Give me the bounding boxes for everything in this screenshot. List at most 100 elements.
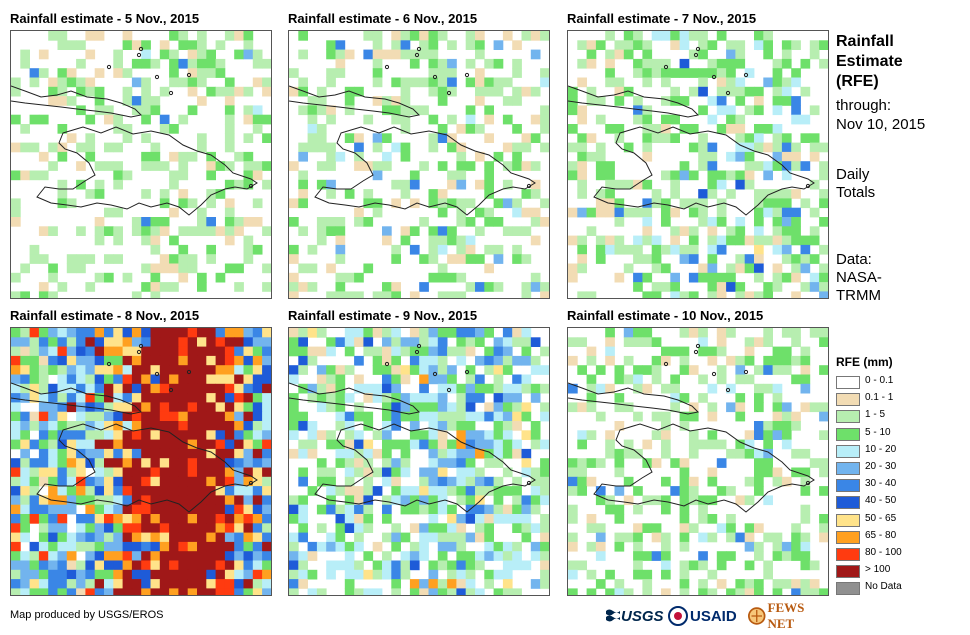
rainfall-cell — [456, 337, 467, 347]
rainfall-cell — [197, 226, 207, 236]
rainfall-cell — [735, 142, 746, 153]
rainfall-cell — [400, 569, 411, 580]
rainfall-cell — [800, 365, 811, 375]
rainfall-cell — [419, 402, 429, 413]
islet-outline — [414, 349, 420, 355]
rainfall-cell — [791, 217, 801, 227]
rainfall-cell — [382, 551, 392, 561]
rainfall-cell — [586, 86, 597, 97]
rainfall-cell — [614, 448, 625, 459]
rainfall-cell — [122, 486, 133, 496]
rainfall-cell — [48, 346, 58, 357]
rainfall-cell — [512, 476, 522, 487]
rainfall-cell — [512, 40, 522, 50]
rainfall-cell — [781, 411, 792, 422]
rainfall-cell — [104, 402, 114, 413]
rainfall-cell — [326, 291, 336, 298]
rainfall-cell — [20, 430, 30, 440]
rainfall-cell — [726, 486, 736, 496]
rainfall-cell — [512, 151, 522, 162]
rainfall-cell — [11, 393, 21, 403]
rainfall-cell — [577, 430, 587, 440]
rainfall-cell — [688, 411, 699, 422]
rainfall-cell — [141, 105, 151, 116]
islet-outline — [446, 90, 452, 96]
rainfall-cell — [475, 179, 485, 190]
rainfall-cell — [391, 40, 401, 50]
rainfall-cell — [326, 560, 336, 571]
rainfall-cell — [735, 151, 746, 162]
rainfall-cell — [187, 86, 198, 97]
rainfall-cell — [38, 383, 49, 394]
rainfall-cell — [688, 272, 699, 283]
rainfall-cell — [447, 439, 457, 450]
rainfall-cell — [605, 49, 615, 60]
side-data-line1: Data: — [836, 251, 872, 268]
rainfall-cell — [707, 263, 718, 274]
rainfall-cell — [484, 207, 494, 218]
rainfall-cell — [763, 31, 773, 41]
rainfall-cell — [772, 579, 783, 589]
rainfall-cell — [428, 77, 439, 88]
rainfall-cell — [20, 476, 30, 487]
rainfall-cell — [234, 421, 244, 431]
rainfall-cell — [688, 430, 699, 440]
rainfall-cell — [502, 588, 513, 595]
rainfall-cell — [651, 355, 662, 366]
rainfall-cell — [623, 142, 634, 153]
rainfall-cell — [428, 393, 439, 403]
rainfall-cell — [57, 374, 68, 385]
rainfall-cell — [623, 263, 634, 274]
rainfall-cell — [224, 226, 235, 236]
rainfall-cell — [493, 346, 504, 357]
rainfall-cell — [716, 579, 727, 589]
rainfall-cell — [614, 365, 625, 375]
rainfall-cell — [754, 263, 764, 274]
rainfall-cell — [735, 263, 746, 274]
rainfall-cell — [66, 254, 77, 264]
rainfall-cell — [38, 439, 49, 450]
rainfall-cell — [512, 504, 522, 515]
rainfall-cell — [289, 328, 299, 338]
rainfall-cell — [344, 504, 355, 515]
rainfall-cell — [372, 207, 383, 218]
rainfall-cell — [688, 226, 699, 236]
rainfall-cell — [409, 486, 420, 496]
rainfall-cell — [85, 523, 96, 533]
rainfall-cell — [131, 476, 142, 487]
rainfall-cell — [744, 254, 755, 264]
rainfall-cell — [11, 439, 21, 450]
rainfall-cell — [642, 439, 653, 450]
rainfall-cell — [187, 495, 198, 506]
rainfall-cell — [521, 282, 532, 292]
rainfall-cell — [141, 504, 151, 515]
rainfall-cell — [465, 560, 476, 571]
rainfall-cell — [614, 49, 625, 60]
rainfall-cell — [243, 523, 254, 533]
rainfall-cell — [791, 77, 801, 88]
rainfall-cell — [94, 476, 105, 487]
rainfall-cell — [391, 291, 401, 298]
rainfall-cell — [465, 198, 476, 209]
rainfall-cell — [224, 514, 235, 524]
rainfall-cell — [698, 86, 708, 97]
rainfall-cell — [698, 161, 708, 171]
rainfall-cell — [456, 569, 467, 580]
rainfall-cell — [94, 272, 105, 283]
rainfall-cell — [484, 86, 494, 97]
rainfall-cell — [141, 282, 151, 292]
rainfall-cell — [252, 383, 263, 394]
rainfall-cell — [688, 142, 699, 153]
rainfall-cell — [465, 486, 476, 496]
legend-label: > 100 — [865, 564, 891, 576]
rainfall-cell — [141, 355, 151, 366]
rainfall-cell — [484, 217, 494, 227]
rainfall-cell — [76, 560, 86, 571]
rainfall-cell — [707, 272, 718, 283]
rainfall-cell — [400, 124, 411, 134]
rainfall-cell — [76, 476, 86, 487]
rainfall-cell — [178, 328, 189, 338]
rainfall-cell — [215, 579, 226, 589]
rainfall-cell — [252, 532, 263, 543]
rainfall-cell — [372, 58, 383, 69]
